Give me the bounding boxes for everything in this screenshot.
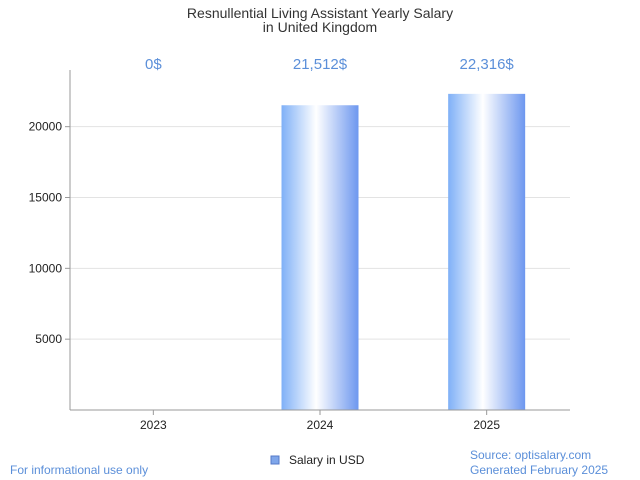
- legend-label: Salary in USD: [289, 453, 365, 467]
- x-axis-ticks: 2023 2024 2025: [140, 410, 500, 432]
- data-labels: 0$ 21,512$ 22,316$: [145, 56, 514, 73]
- chart-title-line-2: in United Kingdom: [263, 19, 377, 35]
- x-tick-label-2024: 2024: [307, 418, 334, 432]
- x-tick-label-2023: 2023: [140, 418, 167, 432]
- bars: [281, 93, 526, 411]
- legend: Salary in USD: [270, 453, 365, 467]
- y-tick-label: 20000: [29, 120, 63, 134]
- bar-2025: [448, 93, 526, 411]
- y-tick-label: 5000: [35, 332, 62, 346]
- y-tick-label: 10000: [29, 261, 63, 275]
- generated-text: Generated February 2025: [470, 463, 608, 477]
- legend-swatch: [270, 455, 280, 465]
- chart-title-line-1: Resnullential Living Assistant Yearly Sa…: [187, 5, 453, 21]
- data-label-2025: 22,316$: [460, 56, 515, 73]
- data-label-2023: 0$: [145, 56, 162, 73]
- source-text: Source: optisalary.com: [470, 448, 591, 462]
- data-label-2024: 21,512$: [293, 56, 348, 73]
- y-tick-label: 15000: [29, 191, 63, 205]
- x-tick-label-2025: 2025: [473, 418, 500, 432]
- disclaimer-text: For informational use only: [10, 463, 148, 477]
- bar-2024: [281, 105, 359, 410]
- y-axis-ticks: 5000 10000 15000 20000: [29, 120, 70, 346]
